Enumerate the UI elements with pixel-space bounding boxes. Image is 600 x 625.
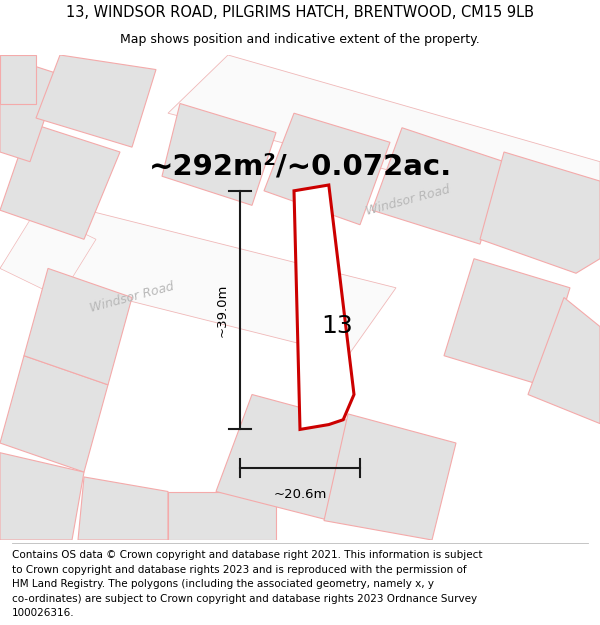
- Polygon shape: [36, 55, 156, 147]
- Polygon shape: [528, 298, 600, 424]
- Text: 13: 13: [321, 314, 353, 338]
- Polygon shape: [0, 55, 60, 162]
- Text: to Crown copyright and database rights 2023 and is reproduced with the permissio: to Crown copyright and database rights 2…: [12, 564, 467, 574]
- Polygon shape: [216, 394, 360, 521]
- Polygon shape: [0, 210, 96, 298]
- Polygon shape: [0, 55, 36, 104]
- Polygon shape: [294, 185, 354, 429]
- Text: Windsor Road: Windsor Road: [88, 280, 176, 315]
- Polygon shape: [162, 104, 276, 206]
- Polygon shape: [78, 477, 168, 540]
- Polygon shape: [0, 452, 84, 540]
- Polygon shape: [168, 55, 600, 225]
- Polygon shape: [324, 414, 456, 540]
- Polygon shape: [372, 127, 504, 244]
- Text: ~292m²/~0.072ac.: ~292m²/~0.072ac.: [148, 152, 452, 181]
- Text: Contains OS data © Crown copyright and database right 2021. This information is : Contains OS data © Crown copyright and d…: [12, 550, 482, 560]
- Text: co-ordinates) are subject to Crown copyright and database rights 2023 Ordnance S: co-ordinates) are subject to Crown copyr…: [12, 594, 477, 604]
- Polygon shape: [168, 491, 276, 540]
- Polygon shape: [264, 113, 390, 225]
- Polygon shape: [0, 123, 120, 239]
- Text: 100026316.: 100026316.: [12, 608, 74, 618]
- Polygon shape: [24, 268, 132, 385]
- Text: ~39.0m: ~39.0m: [215, 283, 229, 337]
- Text: HM Land Registry. The polygons (including the associated geometry, namely x, y: HM Land Registry. The polygons (includin…: [12, 579, 434, 589]
- Text: 13, WINDSOR ROAD, PILGRIMS HATCH, BRENTWOOD, CM15 9LB: 13, WINDSOR ROAD, PILGRIMS HATCH, BRENTW…: [66, 4, 534, 19]
- Text: Windsor Road: Windsor Road: [364, 183, 452, 218]
- Polygon shape: [444, 259, 570, 385]
- Polygon shape: [0, 201, 396, 356]
- Text: Map shows position and indicative extent of the property.: Map shows position and indicative extent…: [120, 33, 480, 46]
- Polygon shape: [0, 356, 108, 472]
- Polygon shape: [480, 152, 600, 273]
- Text: ~20.6m: ~20.6m: [274, 488, 326, 501]
